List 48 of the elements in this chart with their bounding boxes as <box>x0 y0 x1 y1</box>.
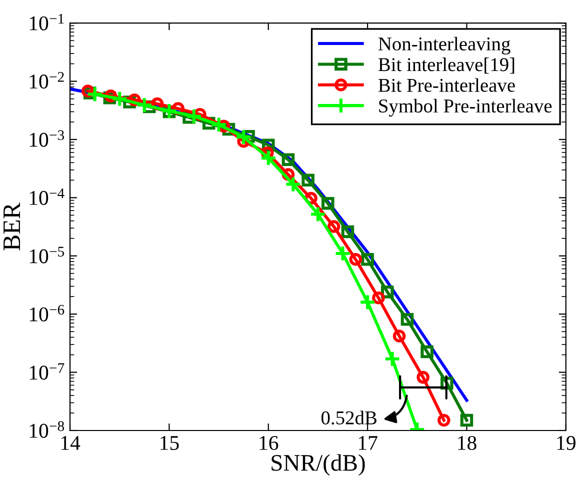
point <box>321 196 334 210</box>
x-tick-label: 14 <box>61 436 80 450</box>
point <box>111 90 128 108</box>
x-axis-title: SNR/(dB) <box>272 454 365 476</box>
x-tick-label: 19 <box>557 436 576 450</box>
y-tick-label: 10$^{−5}$ <box>30 246 64 264</box>
point <box>392 330 406 342</box>
point <box>361 253 374 266</box>
y-tick-label: 10$^{−3}$ <box>30 130 64 147</box>
point <box>400 313 414 326</box>
point <box>160 102 178 120</box>
point <box>136 96 153 114</box>
point <box>349 253 362 266</box>
point <box>420 345 434 358</box>
point <box>284 176 302 193</box>
x-tick-label: 17 <box>358 436 378 450</box>
legend-label: Non-interleaving <box>378 36 510 55</box>
point <box>334 245 352 262</box>
point <box>86 86 104 103</box>
y-tick-label: 10$^{−6}$ <box>30 304 64 322</box>
legend-label: Bit Pre-interleave <box>378 78 515 92</box>
point <box>416 370 430 384</box>
point <box>460 414 474 427</box>
point <box>302 174 314 187</box>
point <box>341 225 354 238</box>
point <box>372 291 385 304</box>
point <box>438 414 450 427</box>
legend-label: Bit interleave[19] <box>378 58 514 74</box>
y-tick-label: 10$^{−7}$ <box>30 363 64 380</box>
point <box>186 108 202 125</box>
y-tick-label: 10$^{−4}$ <box>30 188 64 205</box>
point <box>260 150 277 167</box>
point <box>359 294 376 311</box>
point <box>327 220 340 233</box>
legend-label: Symbol Pre-interleave <box>379 98 552 117</box>
point <box>384 350 401 368</box>
y-tick-label: 10$^{−8}$ <box>30 421 64 438</box>
x-tick-label: 16 <box>260 436 278 450</box>
x-tick-label: 15 <box>160 436 179 450</box>
x-tick-label: 18 <box>458 436 476 450</box>
point <box>282 153 295 166</box>
point <box>210 116 228 134</box>
point <box>309 206 326 223</box>
y-axis-title: BER <box>4 202 20 250</box>
y-tick-label: 10$^{−1}$ <box>30 14 64 30</box>
point <box>235 128 252 146</box>
annotation: 0.52dB <box>321 410 377 425</box>
y-tick-label: 10$^{−2}$ <box>30 72 64 89</box>
